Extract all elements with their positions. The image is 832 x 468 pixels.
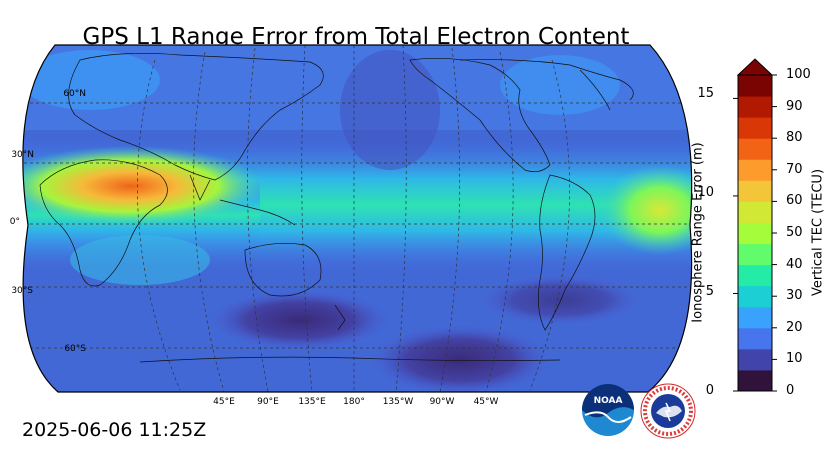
- colorbar-bin: [738, 369, 772, 392]
- colorbar-tick-marks: [733, 74, 777, 392]
- lon-label-135e: 135°E: [298, 397, 326, 407]
- colorbar-bin: [738, 96, 772, 118]
- lon-label-180: 180°: [343, 397, 365, 407]
- colorbar-bin: [738, 285, 772, 308]
- lat-label-30s: 30°S: [11, 286, 33, 296]
- left-tick-5: 5: [705, 284, 714, 299]
- colorbar-bin: [738, 348, 772, 371]
- lon-label-90e: 90°E: [257, 397, 279, 407]
- right-tick-60: 60: [786, 193, 803, 208]
- colorbar-bin: [738, 201, 772, 223]
- colorbar-extend-triangle: [736, 58, 774, 76]
- noaa-logo-text: NOAA: [594, 396, 623, 406]
- right-tick-10: 10: [786, 351, 803, 366]
- lat-label-60n: 60°N: [63, 89, 86, 99]
- left-tick-10: 10: [697, 185, 714, 200]
- colorbar-bin: [738, 306, 772, 329]
- lon-label-45w: 45°W: [473, 397, 499, 407]
- right-tick-40: 40: [786, 257, 803, 272]
- tec-field: [22, 45, 692, 392]
- colorbar-bin: [738, 117, 772, 139]
- colorbar-bin: [738, 264, 772, 287]
- lat-label-60s: 60°S: [64, 344, 86, 354]
- colorbar-bin: [738, 222, 772, 245]
- right-tick-90: 90: [786, 99, 803, 114]
- right-tick-30: 30: [786, 288, 803, 303]
- colorbar-bin: [738, 243, 772, 266]
- lon-label-45e: 45°E: [213, 397, 235, 407]
- graticule: [22, 45, 692, 392]
- right-tick-0: 0: [786, 383, 795, 398]
- colorbar-bin: [738, 180, 772, 202]
- left-axis-label: Ionosphere Range Error (m): [690, 142, 706, 323]
- right-tick-50: 50: [786, 225, 803, 240]
- noaa-logo: NOAA: [582, 384, 634, 436]
- left-tick-0: 0: [705, 383, 714, 398]
- colorbar-bin: [738, 75, 772, 97]
- left-tick-15: 15: [697, 86, 714, 101]
- lat-label-0: 0°: [9, 217, 20, 227]
- colorbar-bin: [738, 159, 772, 181]
- lon-label-135w: 135°W: [382, 397, 414, 407]
- right-tick-70: 70: [786, 162, 803, 177]
- right-axis-label: Vertical TEC (TECU): [810, 168, 826, 297]
- lat-label-30n: 30°N: [11, 150, 34, 160]
- globe-outline: [22, 44, 693, 393]
- nws-logo: [640, 383, 696, 439]
- right-tick-100: 100: [786, 67, 811, 82]
- colorbar-bin: [738, 327, 772, 350]
- coastlines: [39, 52, 634, 363]
- right-tick-80: 80: [786, 130, 803, 145]
- colorbar-bins: [738, 75, 772, 392]
- lon-label-90w: 90°W: [429, 397, 455, 407]
- right-tick-20: 20: [786, 320, 803, 335]
- timestamp: 2025-06-06 11:25Z: [22, 419, 207, 441]
- colorbar-bin: [738, 138, 772, 160]
